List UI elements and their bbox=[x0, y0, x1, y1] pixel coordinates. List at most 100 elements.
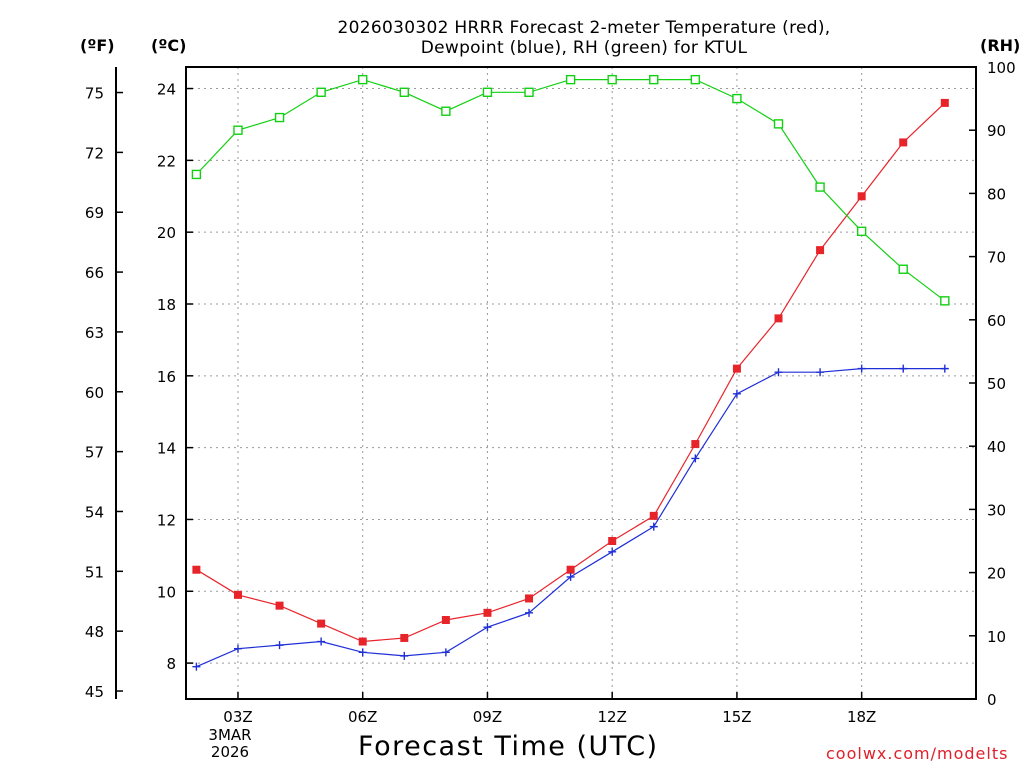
rh-point bbox=[358, 74, 368, 85]
x-axis-label: Forecast Time (UTC) bbox=[358, 731, 659, 762]
dewpoint-point bbox=[649, 522, 658, 531]
dewpoint-point bbox=[192, 662, 201, 671]
dewpoint-line bbox=[196, 368, 945, 668]
temperature-point bbox=[732, 364, 741, 373]
dewpoint-point bbox=[566, 572, 575, 581]
temperature-point bbox=[192, 565, 201, 574]
rh-point bbox=[233, 125, 243, 135]
rh-point bbox=[732, 93, 742, 104]
temperature-point bbox=[483, 608, 492, 617]
rh-point bbox=[274, 112, 285, 123]
rh-tick-label: 30 bbox=[987, 501, 1006, 519]
rh-point bbox=[690, 74, 701, 85]
temperature-point bbox=[608, 537, 617, 545]
temperature-point bbox=[275, 601, 284, 610]
rh-tick-label: 100 bbox=[987, 59, 1016, 77]
fahrenheit-tick-label: 72 bbox=[85, 144, 104, 162]
fahrenheit-tick-label: 45 bbox=[85, 683, 104, 701]
dewpoint-point bbox=[940, 364, 949, 373]
dewpoint-point bbox=[400, 651, 409, 660]
temperature-point bbox=[566, 565, 575, 574]
dewpoint-point bbox=[233, 644, 242, 653]
temperature-point bbox=[816, 246, 825, 255]
x-tick-label: 15Z bbox=[722, 708, 751, 726]
temperature-point bbox=[525, 594, 534, 603]
rh-line bbox=[195, 78, 946, 302]
celsius-axis-label: (ºC) bbox=[151, 36, 187, 55]
rh-point bbox=[940, 296, 950, 306]
fahrenheit-tick-label: 48 bbox=[85, 623, 104, 641]
temperature-point bbox=[940, 98, 949, 107]
x-tick-label: 03Z bbox=[223, 708, 252, 726]
dewpoint-point bbox=[275, 641, 284, 650]
fahrenheit-tick-label: 69 bbox=[85, 204, 104, 222]
dewpoint-point bbox=[483, 623, 492, 632]
fahrenheit-tick-label: 57 bbox=[85, 444, 104, 462]
rh-point bbox=[482, 87, 493, 97]
fahrenheit-axis-label: (ºF) bbox=[80, 36, 115, 55]
x-tick-label: 09Z bbox=[473, 708, 502, 726]
celsius-tick-label: 16 bbox=[157, 368, 176, 386]
rh-tick-label: 50 bbox=[987, 375, 1006, 393]
plot-frame bbox=[185, 66, 977, 700]
rh-tick-label: 10 bbox=[987, 628, 1006, 646]
temperature-point bbox=[857, 192, 866, 201]
dewpoint-point bbox=[691, 454, 700, 463]
celsius-tick-label: 10 bbox=[157, 583, 176, 601]
rh-point bbox=[524, 87, 534, 97]
rh-axis-label: (RH) bbox=[980, 36, 1021, 55]
celsius-tick-label: 18 bbox=[157, 296, 176, 314]
rh-point bbox=[316, 87, 326, 97]
temperature-point bbox=[691, 440, 700, 449]
rh-point bbox=[399, 87, 409, 97]
chart-title-line2: Dewpoint (blue), RH (green) for KTUL bbox=[420, 38, 748, 58]
fahrenheit-tick-label: 63 bbox=[85, 324, 104, 342]
celsius-tick-label: 8 bbox=[166, 655, 176, 673]
date-label-year: 2026 bbox=[210, 743, 250, 761]
celsius-tick-label: 14 bbox=[157, 440, 176, 458]
chart-title-line1: 2026030302 HRRR Forecast 2-meter Tempera… bbox=[337, 18, 831, 38]
temperature-point bbox=[400, 633, 409, 642]
data-series bbox=[191, 74, 950, 671]
dewpoint-point bbox=[732, 389, 741, 398]
celsius-tick-label: 20 bbox=[157, 224, 176, 242]
rh-tick-label: 20 bbox=[987, 565, 1006, 583]
dewpoint-point bbox=[857, 364, 866, 373]
rh-point bbox=[441, 106, 451, 116]
temperature-point bbox=[317, 619, 326, 628]
date-label-day: 3MAR bbox=[208, 726, 252, 744]
rh-tick-label: 60 bbox=[987, 312, 1006, 330]
dewpoint-point bbox=[816, 368, 825, 377]
temperature-point bbox=[899, 138, 908, 147]
temperature-point bbox=[774, 314, 783, 323]
celsius-tick-label: 12 bbox=[157, 511, 176, 529]
temperature-line bbox=[196, 102, 946, 643]
fahrenheit-tick-label: 51 bbox=[85, 563, 104, 581]
x-tick-label: 12Z bbox=[597, 708, 626, 726]
dewpoint-point bbox=[774, 368, 783, 377]
rh-tick-label: 40 bbox=[987, 438, 1006, 456]
rh-tick-label: 0 bbox=[987, 691, 997, 709]
dewpoint-point bbox=[358, 648, 367, 657]
x-tick-label: 06Z bbox=[348, 708, 377, 726]
rh-tick-label: 80 bbox=[987, 185, 1006, 203]
rh-point bbox=[191, 169, 202, 180]
fahrenheit-tick-label: 66 bbox=[85, 264, 104, 282]
fahrenheit-tick-label: 75 bbox=[85, 85, 104, 103]
rh-point bbox=[565, 74, 576, 85]
celsius-tick-label: 24 bbox=[157, 81, 176, 99]
temperature-point bbox=[441, 616, 450, 624]
rh-point bbox=[898, 264, 908, 274]
credit-link[interactable]: coolwx.com/modelts bbox=[826, 744, 1009, 763]
rh-tick-label: 70 bbox=[987, 249, 1006, 267]
dewpoint-point bbox=[441, 648, 450, 657]
fahrenheit-tick-label: 60 bbox=[85, 384, 104, 402]
fahrenheit-tick-label: 54 bbox=[85, 503, 104, 521]
tick-labels: 8 10 12 14 16 18 20 22 24 45 48 51 54 57 60 63 66 69 72 75 0… bbox=[85, 59, 1016, 726]
dewpoint-point bbox=[525, 608, 534, 617]
rh-point bbox=[856, 226, 867, 237]
dewpoint-point bbox=[317, 637, 326, 646]
axes bbox=[115, 66, 977, 700]
rh-tick-label: 90 bbox=[987, 122, 1006, 140]
